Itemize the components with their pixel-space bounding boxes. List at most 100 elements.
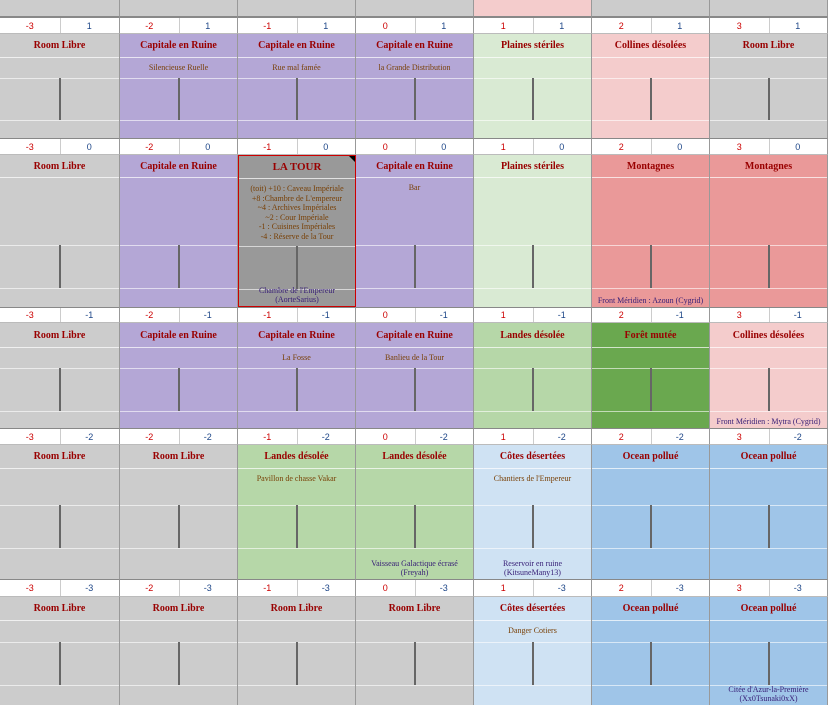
detail-line: Silencieuse Ruelle: [148, 63, 209, 72]
x-coordinate: 3: [710, 429, 770, 444]
coordinates: 0 -1: [356, 307, 474, 323]
row-line: [0, 120, 119, 121]
detail-line: (toit) +10 : Caveau Impériale: [250, 184, 344, 193]
room-title: Côtes désertées: [474, 445, 591, 469]
y-coordinate: 1: [205, 20, 211, 31]
room-title: Plaines stériles: [474, 34, 591, 58]
y-coordinate: 0: [559, 141, 565, 152]
room-title: Ocean pollué: [710, 445, 827, 469]
column-divider: [296, 246, 298, 289]
column-divider: [177, 368, 180, 411]
column-divider: [413, 505, 416, 548]
y-coordinate: 1: [441, 20, 447, 31]
x-coordinate: -2: [120, 429, 180, 444]
coordinates: -1 -3: [238, 579, 356, 597]
row-line: [356, 120, 473, 121]
column-divider: [413, 368, 416, 411]
y-coordinate: -1: [793, 310, 802, 320]
room-title: Capitale en Ruine: [356, 155, 473, 178]
room-details: la Grande Distribution: [358, 57, 471, 84]
column-divider: [767, 245, 770, 288]
room-details: Chantiers de l'Empereur: [476, 468, 589, 511]
room-details: Pavillon de chasse Vakar: [240, 468, 353, 511]
column-divider: [649, 245, 652, 288]
row-line: [474, 120, 591, 121]
coordinates: 2 -1: [592, 307, 710, 323]
room-title: Landes désolée: [474, 323, 591, 348]
row-line: [0, 548, 119, 549]
row-line: [120, 120, 237, 121]
room-cell: Ocean pollué: [710, 445, 828, 579]
column-divider: [177, 505, 180, 548]
strip: [238, 0, 356, 17]
room-occupant: Vaisseau Galactique écrasé (Freyah): [371, 558, 458, 578]
x-coordinate: 0: [356, 308, 416, 322]
room-details: [2, 177, 117, 251]
coordinates: 0 -3: [356, 579, 474, 597]
x-coordinate: 2: [592, 580, 652, 596]
x-coordinate: 2: [592, 139, 652, 154]
room-details: Banlieu de la Tour: [358, 347, 471, 374]
x-coordinate: 2: [592, 18, 652, 33]
coordinates: 1 -1: [474, 307, 592, 323]
room-title: Capitale en Ruine: [238, 323, 355, 348]
coordinates: -2 1: [120, 17, 238, 34]
room-occupant: Chambre de l'Empereur (AorteSarius): [258, 285, 336, 305]
room-cell: Room Libre: [120, 597, 238, 705]
coordinates: -1 -1: [238, 307, 356, 323]
room-cell: Landes désolée Vaisseau Galactique écrasé…: [356, 445, 474, 579]
row-line: [0, 685, 119, 686]
room-cell: Room Libre: [120, 445, 238, 579]
strip: [120, 0, 238, 17]
room-cell: Capitale en Ruine Banlieu de la Tour: [356, 323, 474, 428]
column-divider: [58, 245, 61, 288]
column-divider: [413, 245, 416, 288]
room-cell: Capitale en Ruine La Fosse: [238, 323, 356, 428]
y-coordinate: -2: [203, 431, 212, 442]
room-cell: Montagnes: [710, 155, 828, 307]
room-cell: Room Libre: [238, 597, 356, 705]
coordinates: -3 -3: [0, 579, 120, 597]
column-divider: [767, 642, 770, 685]
y-coordinate: -3: [439, 583, 448, 593]
room-details: Danger Cotiers: [476, 620, 589, 648]
room-details: Rue mal famée: [240, 57, 353, 84]
y-coordinate: -2: [85, 431, 94, 442]
room-title: Capitale en Ruine: [356, 323, 473, 348]
y-coordinate: 0: [86, 141, 92, 152]
coordinates: 1 -2: [474, 428, 592, 445]
x-coordinate: 0: [356, 580, 416, 596]
x-coordinate: 3: [710, 18, 770, 33]
y-coordinate: 1: [323, 20, 329, 31]
x-coordinate: -1: [238, 308, 298, 322]
coordinates: -1 -2: [238, 428, 356, 445]
column-divider: [295, 368, 298, 411]
y-coordinate: 1: [795, 20, 801, 31]
x-coordinate: 3: [710, 308, 770, 322]
room-cell: Montagnes Front Méridien : Azoun (Cygrid): [592, 155, 710, 307]
room-title: Room Libre: [0, 34, 119, 58]
room-cell: Ocean pollué: [592, 445, 710, 579]
detail-line: Chantiers de l'Empereur: [493, 474, 572, 483]
row-line: [592, 288, 709, 289]
coordinates: 2 -3: [592, 579, 710, 597]
row-line: [474, 548, 591, 549]
detail-line: +8 :Chambre de L'empereur: [251, 193, 343, 203]
row-line: [238, 548, 355, 549]
detail-line: la Grande Distribution: [378, 63, 451, 72]
detail-line: Banlieu de la Tour: [384, 353, 445, 362]
room-cell: Ocean pollué Citée d'Azur-la-Première (Xx…: [710, 597, 828, 705]
coordinates: -3 0: [0, 138, 120, 155]
room-cell: Collines désolées: [592, 34, 710, 138]
row-line: [592, 548, 709, 549]
coordinates: -3 -2: [0, 428, 120, 445]
row-line: [120, 288, 237, 289]
coordinates: -3 -1: [0, 307, 120, 323]
room-cell: Capitale en Ruine la Grande Distribution: [356, 34, 474, 138]
detail-line: La Fosse: [282, 353, 311, 362]
column-divider: [531, 78, 534, 120]
room-occupant: Citée d'Azur-la-Première (Xx0Tsunaki0xX): [728, 684, 809, 704]
